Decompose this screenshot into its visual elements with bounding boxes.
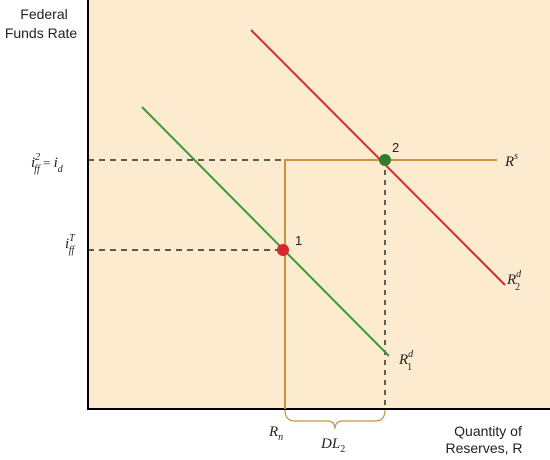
label-reserve-demand-1: Rd 1	[398, 349, 414, 373]
point-2-label: 2	[392, 140, 399, 155]
label-dl2: DL2	[320, 436, 345, 455]
reserve-supply-curve	[284, 159, 497, 409]
label-reserve-supply: Rs	[504, 151, 518, 170]
reserve-demand-curve-1	[141, 106, 390, 357]
label-iff-target: iT ff	[65, 233, 76, 256]
dl2-brace	[284, 409, 386, 430]
y-axis-title-line2: Funds Rate	[5, 25, 78, 41]
plot-background	[88, 0, 550, 409]
label-iff2-equals-id: i2 ff = id	[31, 152, 64, 175]
reserve-demand-curve-2	[250, 29, 506, 286]
x-axis-title-line1: Quantity of	[454, 423, 522, 439]
point-1-marker	[277, 244, 289, 256]
x-axis-title-line2: Reserves, R	[445, 440, 522, 456]
y-axis-title-line1: Federal	[20, 6, 67, 22]
label-rn: Rn	[268, 424, 283, 443]
label-reserve-demand-2: Rd 2	[506, 269, 522, 293]
point-2-marker	[379, 154, 391, 166]
point-1-label: 1	[295, 233, 302, 248]
